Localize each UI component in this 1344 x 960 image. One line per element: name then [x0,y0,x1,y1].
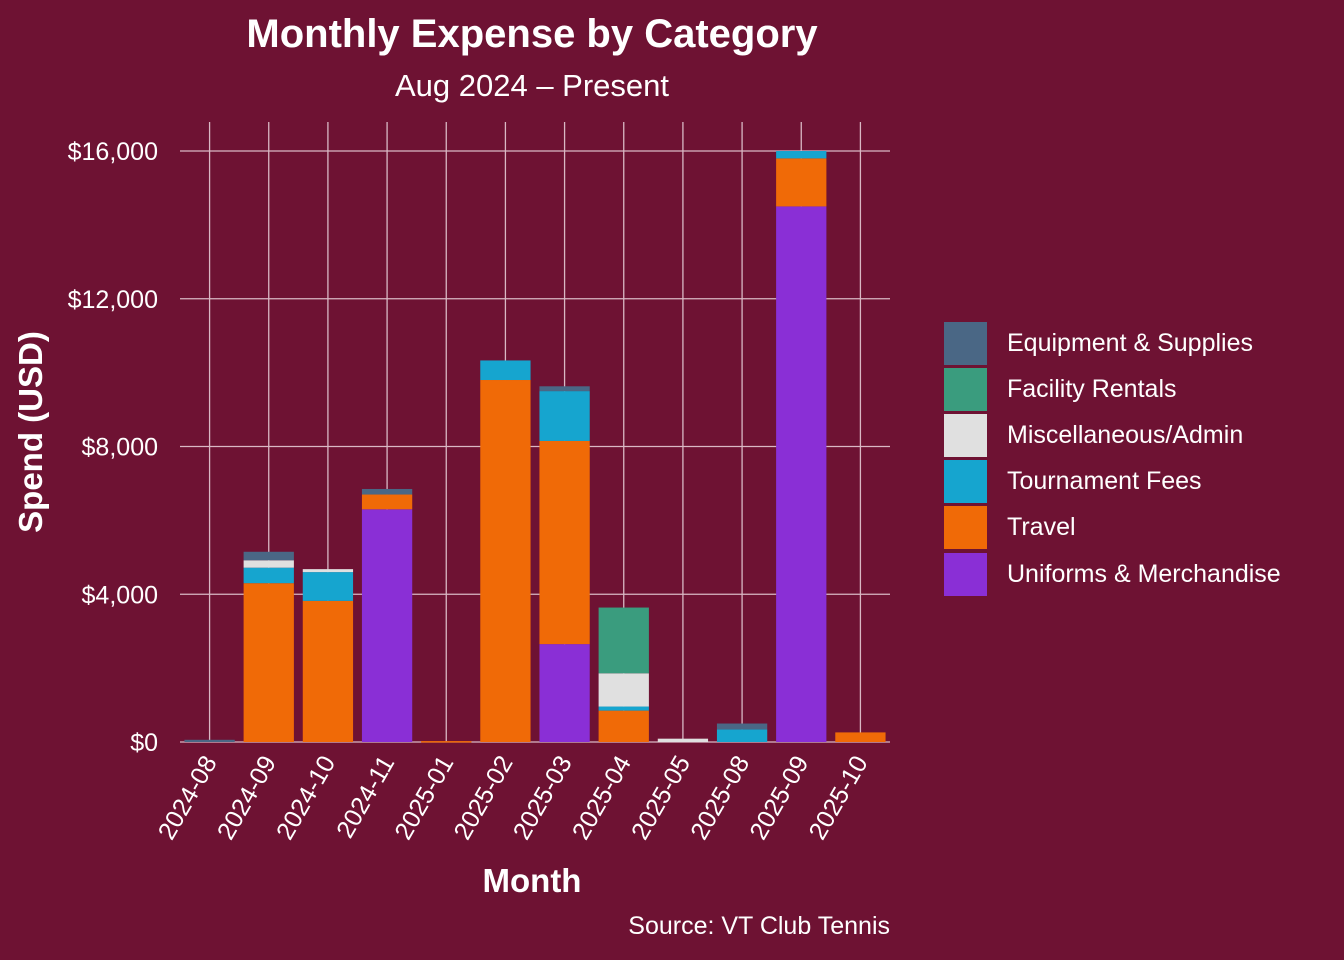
y-tick-label: $8,000 [82,434,158,462]
legend-label: Tournament Fees [1007,467,1202,496]
legend-label: Equipment & Supplies [1007,328,1253,357]
legend-item: Facility Rentals [944,366,1281,412]
legend-swatch [944,506,987,550]
chart-title: Monthly Expense by Category [246,12,818,56]
legend-swatch [944,367,987,411]
bar-segment [480,360,531,381]
legend-item: Equipment & Supplies [944,320,1281,366]
bar-segment [421,741,472,743]
bar-segment [361,488,413,495]
legend-swatch [944,552,987,596]
bar-segment [302,600,354,742]
legend-label: Facility Rentals [1007,374,1177,403]
legend-item: Tournament Fees [944,459,1281,505]
y-tick-label: $0 [130,729,158,757]
bar-segment [302,572,354,601]
bar-segment [539,644,590,742]
y-tick-label: $16,000 [68,138,158,166]
bar-segment [776,206,827,742]
bar-segment [480,380,531,742]
bar-segment [657,738,709,742]
bar-segment [776,158,827,207]
x-axis-title: Month [482,862,582,899]
legend: Equipment & Supplies Facility Rentals Misc… [944,320,1281,597]
bar-segment [243,583,294,742]
bar-layer [184,151,886,743]
chart-subtitle: Aug 2024 – Present [394,68,670,103]
bar-segment [598,673,649,707]
bar-segment [184,739,235,742]
bar-segment [716,723,768,730]
bar-segment [361,494,413,510]
bar-segment [302,569,354,573]
bar-segment [243,560,294,568]
bar-segment [835,732,886,742]
y-tick-label: $4,000 [82,581,158,609]
legend-label: Uniforms & Merchandise [1007,559,1281,588]
bar-segment [539,440,590,645]
y-axis-ticks: $0 $4,000 $8,000 $12,000 $16,000 [68,138,158,757]
y-axis-title: Spend (USD) [12,331,49,533]
x-axis-ticks: 2024-082024-092024-102024-112025-012025-… [153,751,874,845]
legend-item: Travel [944,505,1281,551]
bar-segment [598,710,649,742]
legend-swatch [944,413,987,457]
legend-label: Travel [1007,513,1076,542]
bar-segment [243,567,294,584]
legend-label: Miscellaneous/Admin [1007,420,1244,449]
legend-item: Uniforms & Merchandise [944,551,1281,597]
bar-segment [243,551,294,561]
bar-segment [539,386,590,392]
legend-item: Miscellaneous/Admin [944,412,1281,458]
bar-segment [776,151,827,159]
bar-segment [361,509,413,742]
source-caption: Source: VT Club Tennis [628,912,890,940]
legend-swatch [944,321,987,365]
bar-segment [598,706,649,711]
bar-segment [716,729,768,742]
bar-segment [598,607,649,674]
y-tick-label: $12,000 [68,286,158,314]
legend-swatch [944,460,987,504]
bar-segment [539,391,590,441]
